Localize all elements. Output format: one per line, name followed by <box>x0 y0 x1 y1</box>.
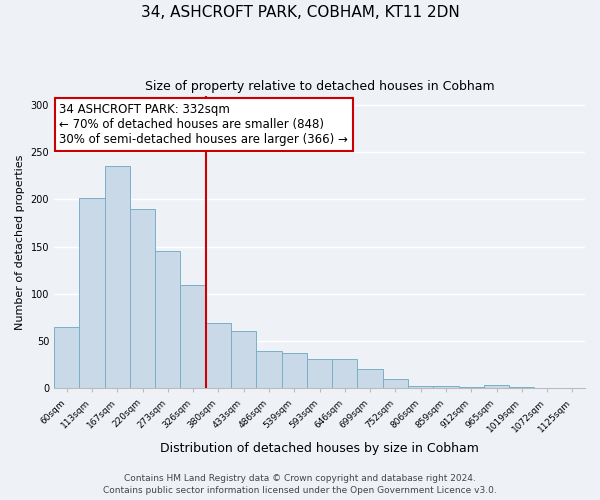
Text: 34, ASHCROFT PARK, COBHAM, KT11 2DN: 34, ASHCROFT PARK, COBHAM, KT11 2DN <box>140 5 460 20</box>
Bar <box>155 252 181 388</box>
Bar <box>256 350 281 389</box>
Text: 34 ASHCROFT PARK: 332sqm
← 70% of detached houses are smaller (848)
30% of semi-: 34 ASHCROFT PARK: 332sqm ← 70% of detach… <box>59 103 348 146</box>
Bar <box>231 331 256 388</box>
Bar <box>104 166 130 388</box>
Bar <box>130 209 155 388</box>
Bar <box>307 359 332 388</box>
Bar <box>181 286 206 389</box>
Bar <box>206 324 231 388</box>
Bar <box>458 386 484 388</box>
Title: Size of property relative to detached houses in Cobham: Size of property relative to detached ho… <box>145 80 494 93</box>
Bar <box>332 359 358 388</box>
Bar <box>484 384 509 388</box>
Bar <box>54 327 79 388</box>
Bar <box>509 386 535 388</box>
Bar <box>281 352 307 388</box>
X-axis label: Distribution of detached houses by size in Cobham: Distribution of detached houses by size … <box>160 442 479 455</box>
Bar <box>383 379 408 388</box>
Bar <box>433 386 458 388</box>
Y-axis label: Number of detached properties: Number of detached properties <box>15 154 25 330</box>
Bar <box>408 386 433 388</box>
Bar <box>358 368 383 388</box>
Text: Contains HM Land Registry data © Crown copyright and database right 2024.
Contai: Contains HM Land Registry data © Crown c… <box>103 474 497 495</box>
Bar <box>79 198 104 388</box>
